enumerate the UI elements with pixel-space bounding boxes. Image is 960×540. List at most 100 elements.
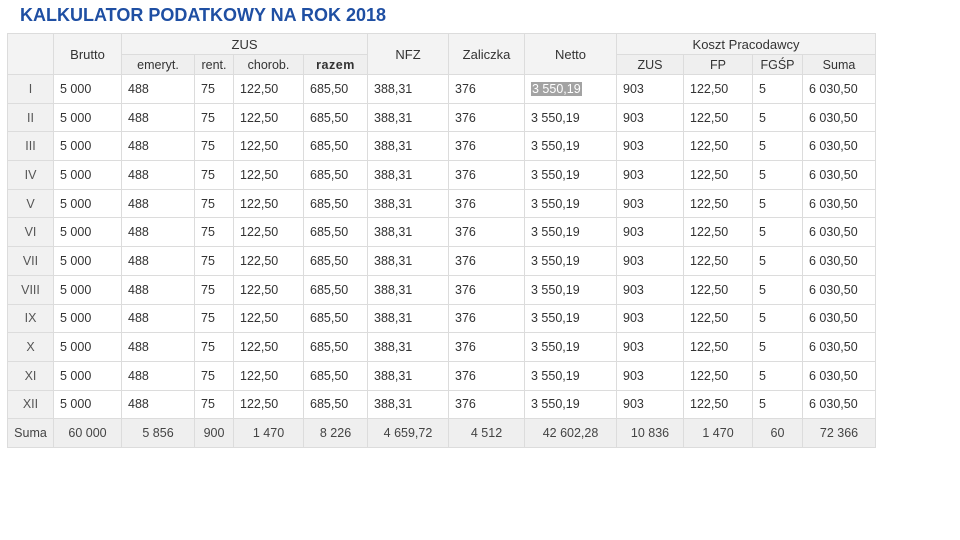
table-cell: 903: [616, 360, 684, 391]
table-cell: 122,50: [683, 217, 753, 248]
table-cell: 5 000: [53, 102, 122, 133]
sum-cell: 4 512: [448, 418, 525, 449]
koszt-fp-header: FP: [683, 54, 753, 75]
table-cell: 903: [616, 246, 684, 276]
table-cell: 5: [752, 188, 803, 219]
table-cell: 5: [752, 246, 803, 276]
table-cell: 685,50: [303, 332, 368, 362]
koszt-pracodawcy-header: Koszt Pracodawcy: [616, 33, 876, 55]
table-cell: 388,31: [367, 389, 449, 420]
table-cell: 75: [194, 217, 234, 248]
table-cell: 685,50: [303, 102, 368, 133]
table-cell: 5: [752, 274, 803, 305]
month-label: XII: [7, 389, 54, 420]
table-cell: 5 000: [53, 160, 122, 190]
table-row: VI 5 000 488 75 122,50 685,50 388,31 376 3 550,1…: [7, 217, 876, 248]
sum-cell: 72 366: [802, 418, 876, 449]
table-cell: 903: [616, 102, 684, 133]
table-cell: 75: [194, 188, 234, 219]
table-row: II 5 000 488 75 122,50 685,50 388,31 376 3 550,1…: [7, 102, 876, 133]
table-cell: 488: [121, 303, 195, 334]
sum-cell: 10 836: [616, 418, 684, 449]
table-cell: 388,31: [367, 160, 449, 190]
table-cell: 122,50: [233, 160, 304, 190]
table-cell: 75: [194, 74, 234, 104]
table-cell: 376: [448, 188, 525, 219]
table-cell: 122,50: [683, 332, 753, 362]
table-cell: 685,50: [303, 303, 368, 334]
table-cell: 5: [752, 160, 803, 190]
netto-header: Netto: [524, 33, 617, 75]
table-cell: 6 030,50: [802, 303, 876, 334]
sum-cell: 60: [752, 418, 803, 449]
table-cell: 3 550,19: [524, 332, 617, 362]
month-label: IV: [7, 160, 54, 190]
table-cell: 5 000: [53, 274, 122, 305]
table-cell: 122,50: [683, 160, 753, 190]
month-label: IX: [7, 303, 54, 334]
table-cell: 488: [121, 160, 195, 190]
sum-cell: 5 856: [121, 418, 195, 449]
table-cell: 75: [194, 274, 234, 305]
table-cell: 6 030,50: [802, 274, 876, 305]
table-cell: 685,50: [303, 131, 368, 162]
table-cell: 903: [616, 160, 684, 190]
table-cell: 6 030,50: [802, 74, 876, 104]
table-cell: 388,31: [367, 332, 449, 362]
sum-cell: 60 000: [53, 418, 122, 449]
table-cell: 122,50: [233, 131, 304, 162]
table-cell: 3 550,19: [524, 188, 617, 219]
table-cell: 488: [121, 389, 195, 420]
table-cell: 388,31: [367, 188, 449, 219]
table-cell: 376: [448, 246, 525, 276]
table-cell: 388,31: [367, 246, 449, 276]
table-cell: 6 030,50: [802, 332, 876, 362]
koszt-zus-header: ZUS: [616, 54, 684, 75]
table-cell: 75: [194, 360, 234, 391]
table-cell: 5 000: [53, 217, 122, 248]
table-cell: 5 000: [53, 360, 122, 391]
tax-calculator-table: Brutto ZUS NFZ Zaliczka Netto Koszt Prac…: [7, 33, 876, 449]
table-cell: 3 550,19: [524, 160, 617, 190]
table-cell: 376: [448, 360, 525, 391]
table-cell: 488: [121, 102, 195, 133]
table-cell: 75: [194, 303, 234, 334]
sum-row: Suma 60 000 5 856 900 1 470 8 226 4 659,…: [7, 418, 876, 449]
table-cell: 122,50: [683, 188, 753, 219]
table-cell: 685,50: [303, 74, 368, 104]
table-cell: 685,50: [303, 160, 368, 190]
zus-header: ZUS: [121, 33, 368, 55]
zus-rent-header: rent.: [194, 54, 234, 75]
table-cell: 5 000: [53, 74, 122, 104]
table-cell: 5 000: [53, 188, 122, 219]
table-cell: 122,50: [683, 131, 753, 162]
month-label: I: [7, 74, 54, 104]
table-cell: 3 550,19: [524, 274, 617, 305]
table-cell: 388,31: [367, 217, 449, 248]
table-cell: 3 550,19: [524, 217, 617, 248]
table-cell: 685,50: [303, 274, 368, 305]
table-cell: 376: [448, 74, 525, 104]
table-cell: 376: [448, 332, 525, 362]
table-cell: 6 030,50: [802, 160, 876, 190]
table-cell: 3 550,19: [524, 303, 617, 334]
table-cell: 3 550,19: [524, 102, 617, 133]
table-cell: 388,31: [367, 303, 449, 334]
table-cell: 5: [752, 389, 803, 420]
table-cell: 5: [752, 102, 803, 133]
table-cell: 75: [194, 389, 234, 420]
table-cell: 388,31: [367, 360, 449, 391]
table-cell: 376: [448, 160, 525, 190]
table-cell: 122,50: [233, 74, 304, 104]
table-cell: 488: [121, 131, 195, 162]
table-cell: 488: [121, 74, 195, 104]
table-cell: 388,31: [367, 74, 449, 104]
table-cell: 488: [121, 246, 195, 276]
table-cell: 5: [752, 332, 803, 362]
table-cell: 5: [752, 131, 803, 162]
table-cell: 685,50: [303, 246, 368, 276]
table-cell: 376: [448, 131, 525, 162]
table-cell: 75: [194, 246, 234, 276]
